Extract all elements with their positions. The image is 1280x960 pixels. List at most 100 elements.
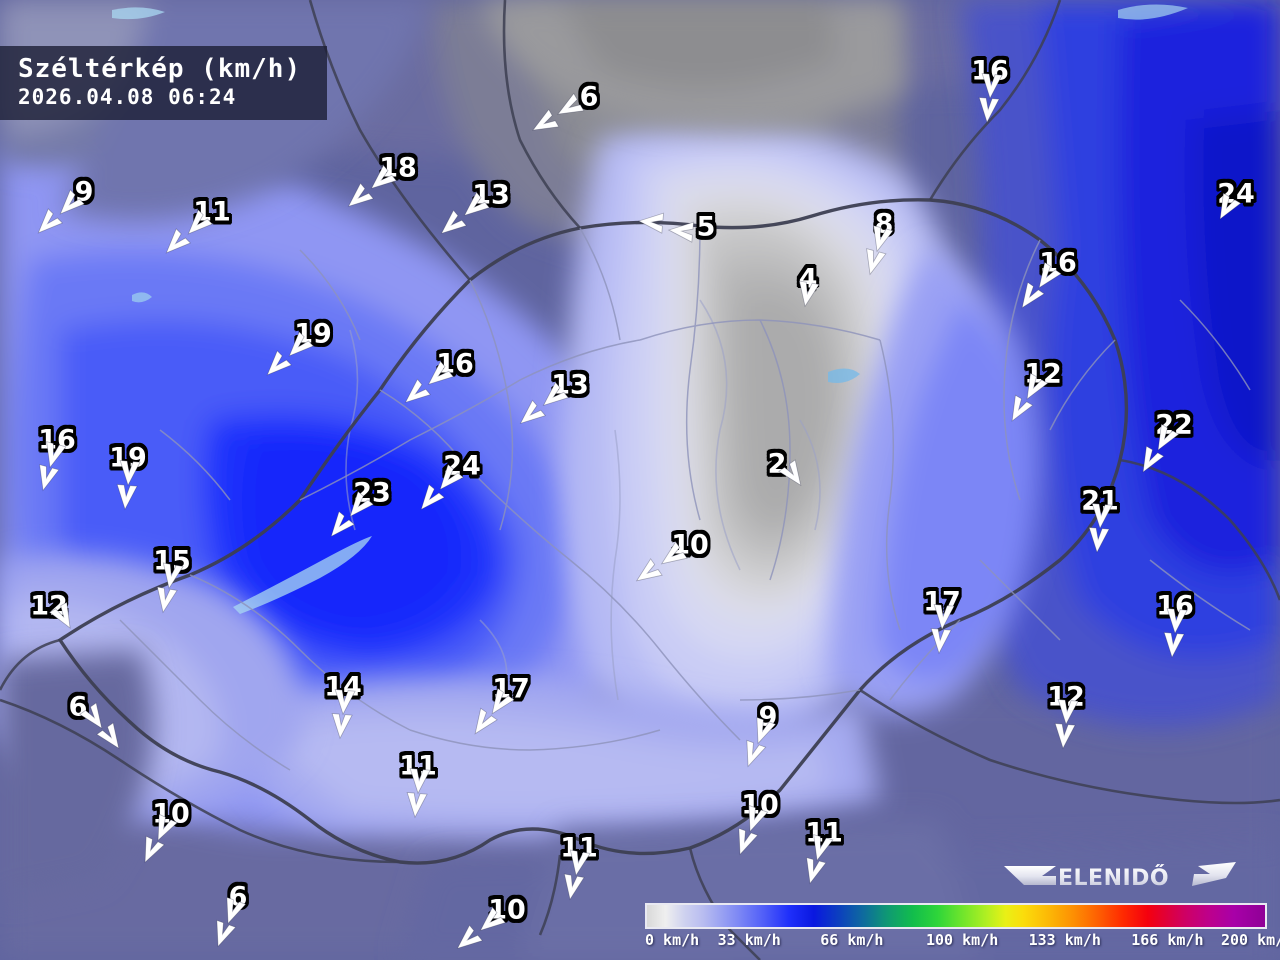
wind-arrow <box>786 278 821 313</box>
wind-direction-chevron <box>79 701 103 729</box>
wind-direction-chevron <box>439 463 465 491</box>
wind-arrow <box>391 372 433 414</box>
wind-direction-chevron <box>59 189 85 215</box>
wind-direction-chevron <box>48 601 71 630</box>
wind-arrow <box>200 916 238 954</box>
legend-tick: 66 km/h <box>820 931 884 949</box>
wind-arrow <box>24 461 61 498</box>
wind-direction-chevron <box>978 96 1000 124</box>
wind-arrow <box>322 711 355 744</box>
wind-direction-chevron <box>805 857 827 885</box>
logo-right-wing <box>1192 862 1236 886</box>
wind-arrow <box>315 505 357 547</box>
wind-direction-chevron <box>1088 526 1110 554</box>
wind-direction-chevron <box>440 209 468 235</box>
wind-direction-chevron <box>331 712 353 740</box>
wind-direction-chevron <box>1026 372 1049 401</box>
wind-arrow <box>334 176 376 218</box>
wind-direction-chevron <box>1021 282 1045 310</box>
wind-arrow <box>529 375 571 417</box>
wind-direction-chevron <box>349 490 375 518</box>
wind-arrow <box>89 721 131 763</box>
wind-arrow <box>923 602 956 635</box>
wind-arrow <box>357 158 399 200</box>
legend-tick: 100 km/h <box>926 931 999 949</box>
wind-direction-chevron <box>334 689 356 716</box>
legend-tick: 133 km/h <box>1028 931 1101 949</box>
map-title-box: Széltérkép (km/h) 2026.04.08 06:24 <box>0 46 328 120</box>
wind-arrow <box>458 703 500 745</box>
wind-arrow <box>210 893 248 931</box>
wind-direction-chevron <box>1057 699 1079 726</box>
wind-direction-chevron <box>1157 423 1180 452</box>
wind-arrow <box>740 713 778 751</box>
wind-direction-chevron <box>635 557 663 582</box>
wind-arrow <box>405 478 447 520</box>
wind-arrow <box>969 95 1002 128</box>
wind-arrow <box>475 682 517 724</box>
wind-arrow <box>151 222 193 264</box>
wind-arrow <box>732 801 770 839</box>
wind-direction-chevron <box>667 221 695 243</box>
wind-direction-chevron <box>144 835 166 864</box>
wind-arrow <box>557 847 592 882</box>
logo-text: ELENIDŐ <box>1058 865 1169 891</box>
wind-arrow <box>971 71 1004 104</box>
wind-direction-chevron <box>288 331 314 357</box>
legend-tick: 0 km/h <box>645 931 700 949</box>
wind-direction-chevron <box>96 722 120 750</box>
wind-direction-chevron <box>404 378 432 404</box>
wind-direction-chevron <box>1011 394 1034 422</box>
wind-arrow <box>851 245 888 282</box>
wind-arrow <box>44 183 86 225</box>
legend-gradient-bar <box>645 903 1267 929</box>
wind-direction-chevron <box>330 510 356 537</box>
wind-direction-chevron <box>216 919 237 948</box>
wind-direction-chevron <box>1054 722 1076 750</box>
wind-arrow <box>145 583 180 618</box>
wind-direction-chevron <box>981 73 1003 100</box>
wind-arrow <box>771 457 813 499</box>
wind-direction-chevron <box>370 164 398 190</box>
wind-arrow <box>443 918 485 960</box>
wind-direction-chevron <box>865 248 887 276</box>
wind-speed-value: 15 <box>153 545 191 577</box>
map-timestamp: 2026.04.08 06:24 <box>18 85 237 109</box>
wind-arrow <box>921 626 954 659</box>
wind-arrow <box>109 458 142 491</box>
wind-direction-chevron <box>38 208 64 234</box>
wind-direction-chevron <box>660 541 688 565</box>
wind-arrow <box>1141 419 1182 460</box>
wind-arrow <box>1010 368 1051 409</box>
logo-left-wing <box>1004 866 1056 885</box>
wind-arrow <box>42 600 83 641</box>
wind-direction-chevron <box>479 906 507 932</box>
wind-direction-chevron <box>637 212 665 234</box>
jelenido-logo[interactable]: ELENIDŐ <box>1002 856 1238 894</box>
wind-arrow <box>324 687 357 720</box>
wind-arrow <box>427 203 469 245</box>
wind-arrow <box>150 560 185 595</box>
wind-arrow <box>334 485 376 527</box>
wind-direction-chevron <box>557 92 585 115</box>
wind-direction-chevron <box>569 849 591 877</box>
wind-direction-chevron <box>406 791 428 819</box>
wind-direction-chevron <box>930 627 952 655</box>
county-borders <box>119 225 1251 771</box>
wind-arrow <box>399 766 432 799</box>
wind-direction-chevron <box>519 399 547 425</box>
legend-tick: 33 km/h <box>717 931 781 949</box>
wind-arrow <box>127 831 167 871</box>
wind-arrow <box>107 482 140 515</box>
wind-direction-chevron <box>1038 261 1062 289</box>
wind-direction-chevron <box>1166 608 1188 635</box>
wind-direction-chevron <box>748 805 769 833</box>
wind-arrow <box>23 202 65 244</box>
wind-arrow <box>450 185 492 227</box>
wind-arrow <box>414 354 456 396</box>
wind-direction-chevron <box>166 228 192 254</box>
wind-direction-chevron <box>116 483 138 511</box>
wind-arrow <box>722 824 760 862</box>
